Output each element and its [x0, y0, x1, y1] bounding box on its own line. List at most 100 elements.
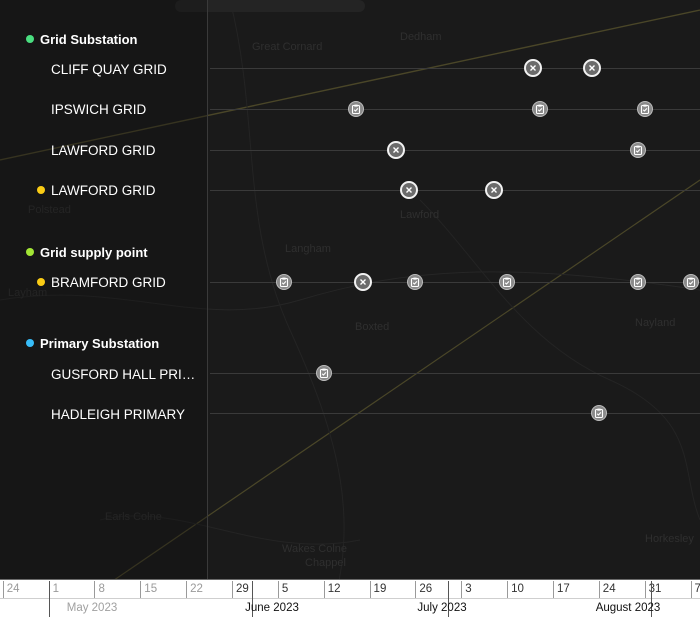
row-label-hadleigh-primary[interactable]: HADLEIGH PRIMARY	[51, 404, 206, 424]
timeline-week-tick	[507, 581, 509, 598]
timeline-border	[0, 579, 700, 580]
group-color-dot	[26, 35, 34, 43]
timeline-divider	[0, 598, 700, 599]
timeline-day-label: 1	[52, 583, 59, 595]
timeline-month-label: July 2023	[417, 602, 467, 614]
timeline-week-tick	[415, 581, 417, 598]
row-track-line	[210, 190, 700, 191]
cancel-x-icon[interactable]	[399, 181, 418, 199]
timeline-day-label: 15	[144, 583, 158, 595]
map-search-bar-shadow	[175, 0, 365, 12]
group-color-dot	[26, 339, 34, 347]
timeline-month-label: May 2023	[66, 602, 118, 614]
timeline-day-label: 24	[6, 583, 20, 595]
timeline-week-tick	[232, 581, 233, 598]
row-label-gusford-hall-primary[interactable]: GUSFORD HALL PRIM…	[51, 364, 206, 384]
row-label-text: BRAMFORD GRID	[51, 274, 166, 290]
clipboard-check-icon[interactable]	[682, 274, 699, 290]
map-place-label: Nayland	[635, 317, 675, 329]
timeline-week-tick	[2, 581, 4, 598]
clipboard-check-icon[interactable]	[499, 274, 516, 290]
map-place-label: Horkesley	[645, 533, 694, 545]
clipboard-check-icon[interactable]	[407, 274, 424, 290]
clipboard-check-icon[interactable]	[348, 101, 365, 117]
row-label-lawford-grid-flagged[interactable]: LAWFORD GRID	[51, 180, 206, 200]
timeline-month-label: August 2023	[595, 602, 661, 614]
cancel-x-icon[interactable]	[583, 59, 602, 77]
timeline-week-tick	[461, 581, 463, 598]
map-place-label: Wakes Colne	[282, 543, 347, 555]
timeline-day-label: 26	[419, 583, 433, 595]
map-place-label: Dedham	[400, 31, 442, 43]
cancel-x-icon[interactable]	[485, 181, 503, 199]
row-track-line	[210, 413, 700, 414]
map-place-label: Langham	[285, 243, 331, 255]
group-heading-grid-substation[interactable]: Grid Substation	[26, 29, 138, 49]
timeline-day-label: 24	[602, 583, 616, 595]
row-label-panel	[0, 0, 208, 580]
timeline-day-label: 29	[236, 583, 249, 595]
timeline-day-label: 8	[98, 583, 105, 595]
timeline-week-tick	[690, 581, 692, 598]
map-place-label: Chappel	[305, 557, 346, 569]
clipboard-check-icon[interactable]	[315, 365, 332, 381]
row-track-line	[210, 150, 700, 151]
timeline-month-tick	[48, 581, 50, 617]
timeline-month-tick	[651, 581, 653, 617]
clipboard-check-icon[interactable]	[630, 142, 647, 158]
timeline-week-tick	[186, 581, 188, 598]
timeline-month-tick	[448, 581, 450, 617]
timeline-day-label: 7	[694, 583, 700, 595]
timeline-month-label: June 2023	[245, 602, 299, 614]
cancel-x-icon[interactable]	[524, 59, 543, 77]
timeline-day-label: 3	[465, 583, 472, 595]
map-place-label: Layham	[8, 287, 47, 299]
clipboard-check-icon[interactable]	[531, 101, 548, 117]
cancel-x-icon[interactable]	[386, 141, 405, 159]
clipboard-check-icon[interactable]	[636, 101, 653, 117]
timeline-day-label: 5	[281, 583, 289, 595]
row-label-text: GUSFORD HALL PRIM…	[51, 366, 206, 382]
group-heading-primary-substation[interactable]: Primary Substation	[26, 333, 159, 353]
row-label-ipswich-grid[interactable]: IPSWICH GRID	[51, 99, 206, 119]
timeline-week-tick	[94, 581, 96, 598]
map-place-label: Great Cornard	[252, 41, 322, 53]
row-label-bramford-grid[interactable]: BRAMFORD GRID	[51, 272, 206, 292]
row-status-dot	[37, 186, 45, 194]
timeline-week-tick	[277, 581, 279, 598]
row-track-line	[210, 373, 700, 374]
timeline-day-label: 12	[327, 583, 341, 595]
timeline-day-label: 10	[511, 583, 524, 595]
row-track-line	[210, 282, 700, 283]
timeline-day-label: 19	[373, 583, 387, 595]
group-heading-grid-supply-point[interactable]: Grid supply point	[26, 242, 148, 262]
row-label-text: LAWFORD GRID	[51, 182, 156, 198]
group-color-dot	[26, 248, 34, 256]
cancel-x-icon[interactable]	[354, 273, 372, 291]
row-label-text: CLIFF QUAY GRID	[51, 61, 167, 77]
row-label-lawford-grid[interactable]: LAWFORD GRID	[51, 140, 206, 160]
row-label-cliff-quay-grid[interactable]: CLIFF QUAY GRID	[51, 59, 206, 79]
timeline-week-tick	[369, 581, 371, 598]
timeline-week-tick	[552, 581, 554, 598]
timeline-week-tick	[323, 581, 325, 598]
clipboard-check-icon[interactable]	[276, 274, 293, 290]
timeline-day-label: 17	[556, 583, 570, 595]
timeline-week-tick	[598, 581, 600, 598]
row-label-text: IPSWICH GRID	[51, 101, 147, 117]
map-place-label: Polstead	[28, 204, 71, 216]
timeline-axis[interactable]: 24181522295121926310172431714May 2023Jun…	[0, 579, 700, 617]
row-track-line	[210, 68, 700, 69]
row-status-dot	[37, 278, 45, 286]
clipboard-check-icon[interactable]	[590, 405, 607, 421]
row-label-text: LAWFORD GRID	[51, 142, 156, 158]
row-track-line	[210, 109, 700, 110]
timeline-month-tick	[251, 581, 253, 617]
clipboard-check-icon[interactable]	[630, 274, 647, 290]
timeline-week-tick	[140, 581, 142, 598]
row-label-text: HADLEIGH PRIMARY	[51, 406, 186, 422]
group-heading-label: Grid supply point	[40, 244, 148, 260]
map-place-label: Earls Colne	[105, 511, 162, 523]
